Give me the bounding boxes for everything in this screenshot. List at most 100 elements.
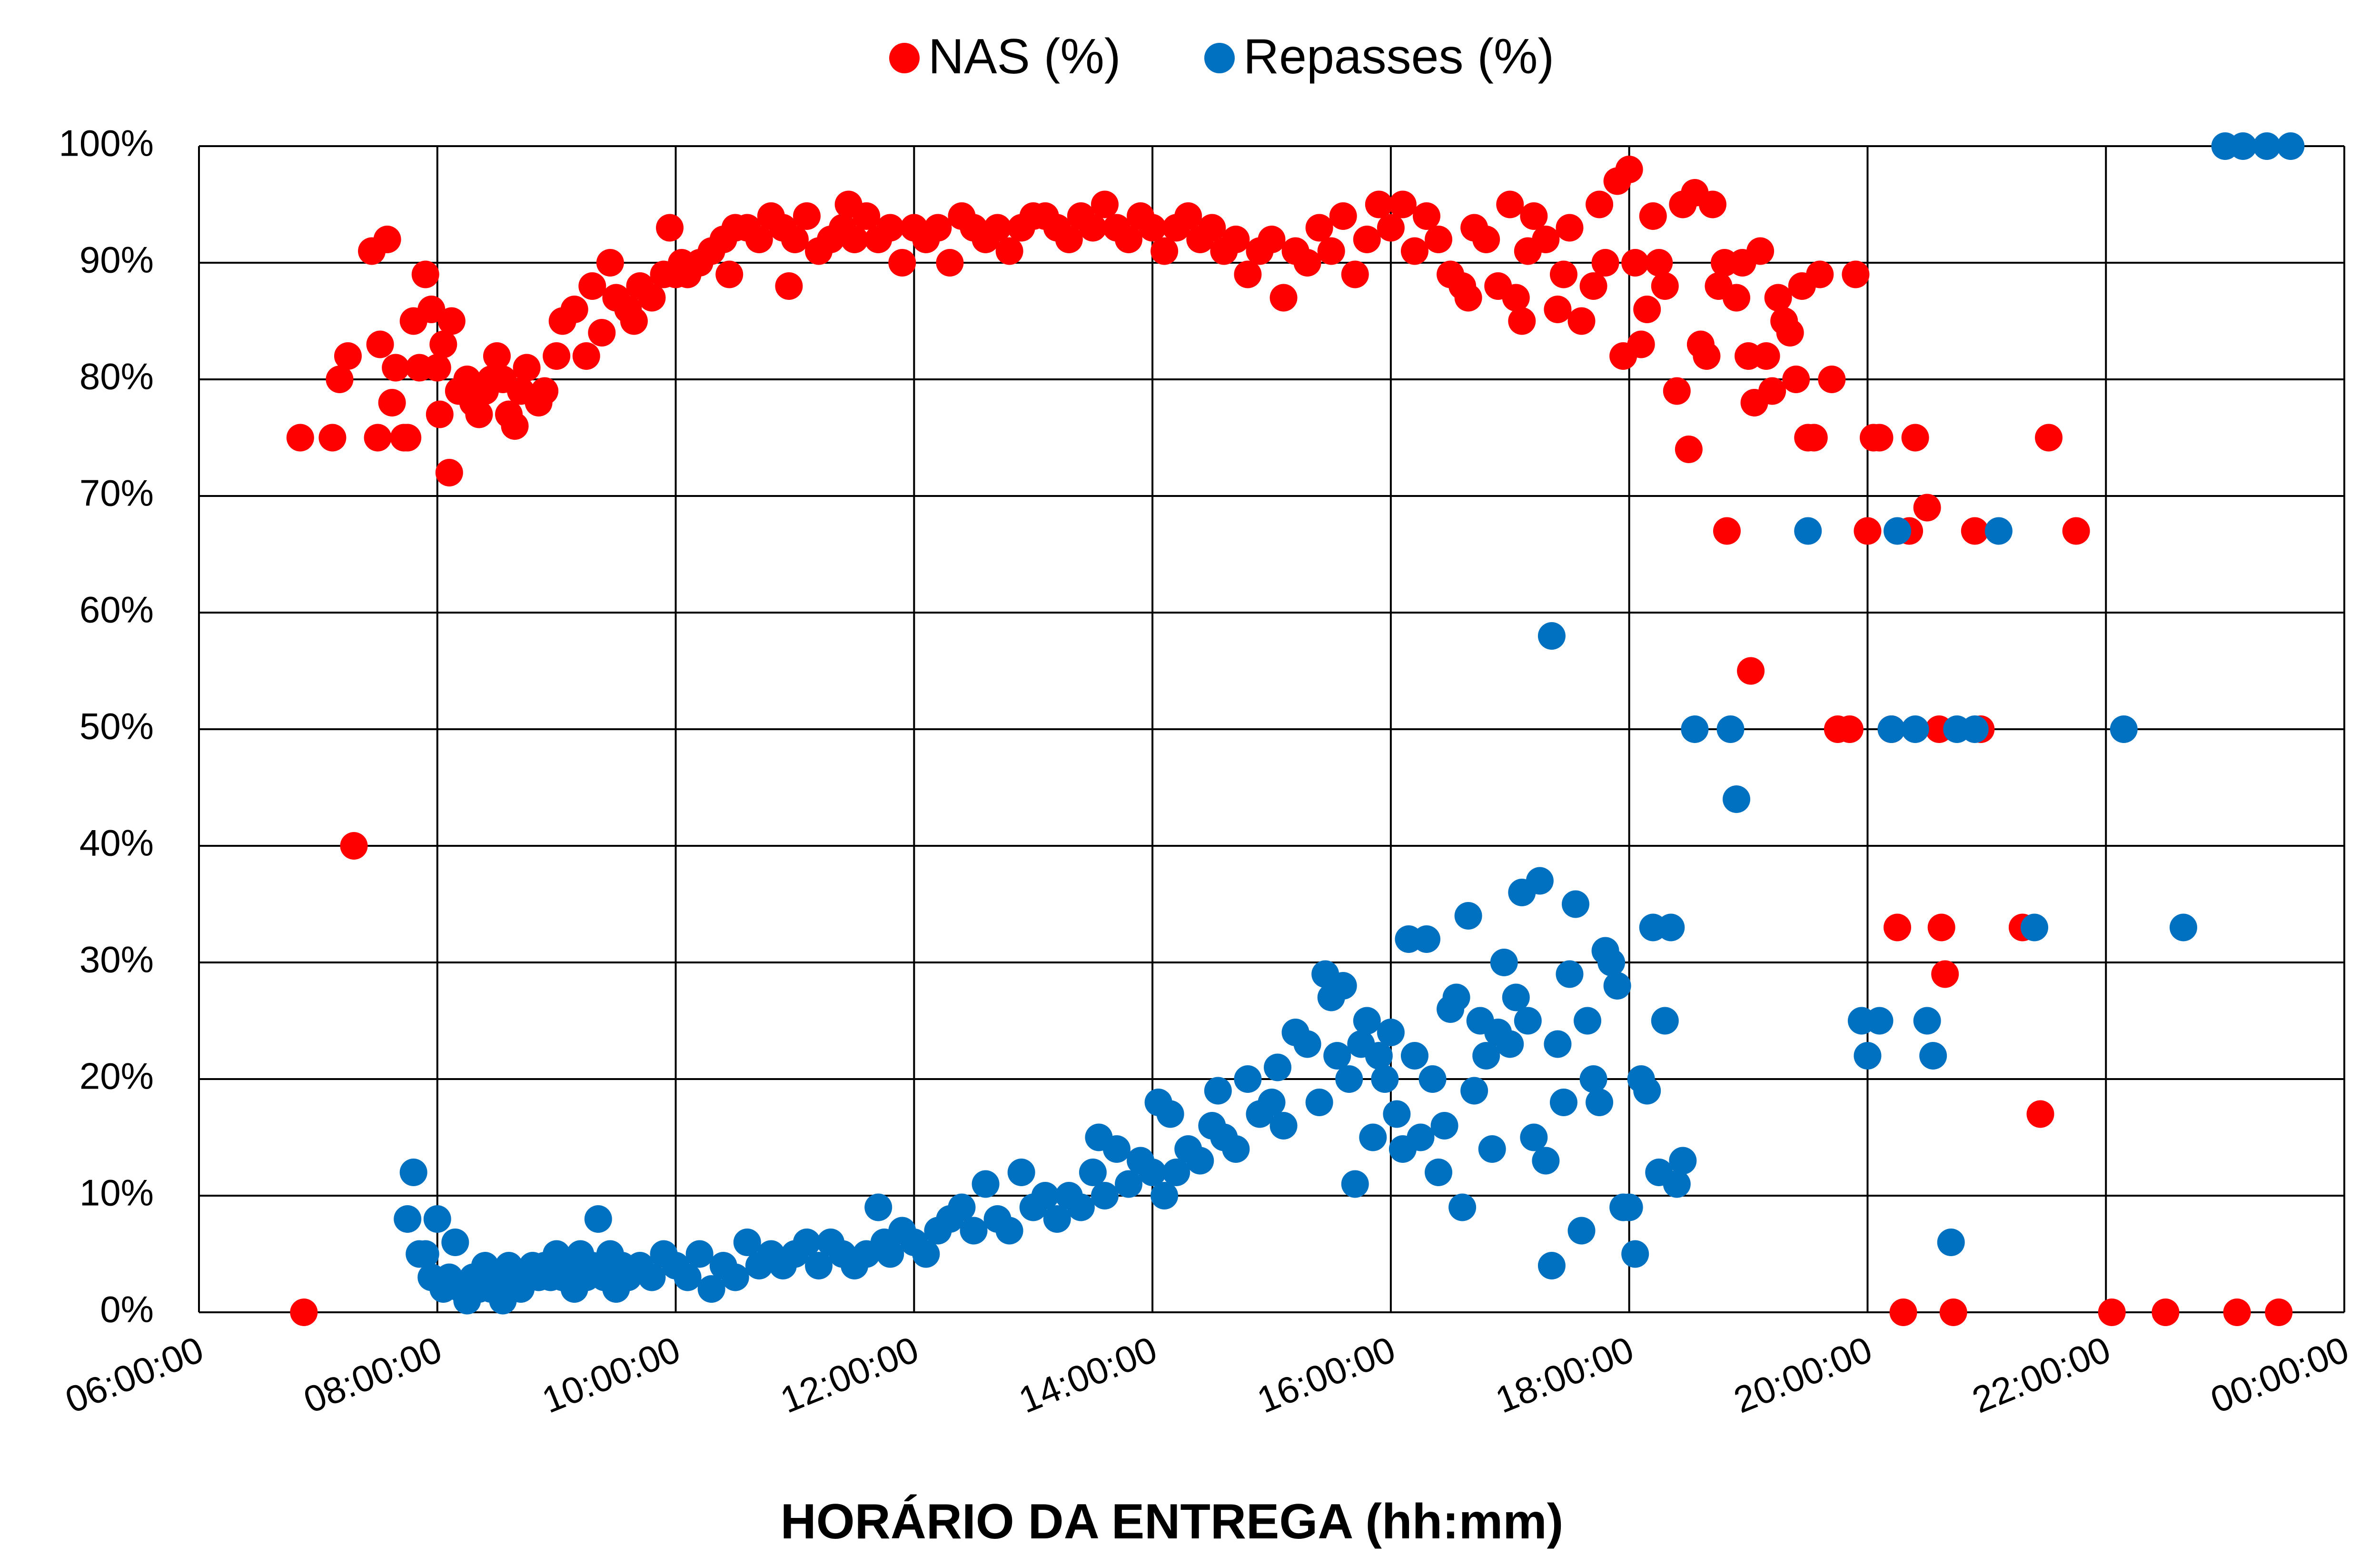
repasses-point <box>972 1170 1000 1198</box>
repasses-point <box>1544 1030 1572 1058</box>
nas-point <box>1939 1298 1967 1326</box>
repasses-point <box>995 1217 1023 1245</box>
nas-point <box>1842 260 1870 288</box>
nas-point <box>1377 214 1405 242</box>
nas-point <box>1854 517 1882 545</box>
repasses-point <box>1031 1182 1059 1209</box>
y-tick-label: 40% <box>79 822 154 864</box>
nas-point <box>1400 237 1428 265</box>
nas-point <box>775 272 803 300</box>
nas-point <box>1764 284 1792 312</box>
nas-point <box>1425 226 1453 253</box>
nas-point <box>378 389 406 416</box>
repasses-point <box>1329 972 1357 1000</box>
nas-point <box>656 214 684 242</box>
x-tick-label: 20:00:00 <box>1728 1328 1877 1421</box>
repasses-point <box>1204 1077 1232 1105</box>
legend: NAS (%) Repasses (%) <box>889 29 1554 84</box>
nas-point <box>2026 1100 2054 1128</box>
nas-point <box>1806 260 1834 288</box>
nas-point <box>2035 424 2063 452</box>
repasses-point <box>1549 1089 1577 1116</box>
nas-point <box>2265 1298 2293 1326</box>
repasses-point <box>1615 1193 1643 1221</box>
nas-point <box>1472 226 1500 253</box>
x-tick-label: 14:00:00 <box>1013 1328 1162 1421</box>
nas-point <box>1865 424 1894 452</box>
repasses-point <box>1597 949 1626 976</box>
x-axis-ticks: 06:00:00 08:00:00 10:00:00 12:00:00 14:00:00… <box>60 1328 2354 1421</box>
repasses-point <box>1043 1205 1071 1233</box>
nas-point <box>1329 202 1357 230</box>
repasses-point <box>1723 785 1751 813</box>
nas-point <box>340 832 368 860</box>
nas-point <box>483 342 511 370</box>
repasses-point <box>1716 715 1745 743</box>
repasses-point <box>1556 960 1584 988</box>
repasses-point <box>1579 1065 1607 1093</box>
repasses-point <box>1454 902 1482 930</box>
nas-point <box>318 424 347 452</box>
nas-point <box>1150 237 1179 265</box>
data-points <box>286 132 2305 1326</box>
nas-point <box>1884 913 1912 942</box>
nas-point <box>560 296 588 323</box>
repasses-point <box>1258 1089 1286 1116</box>
x-tick-label: 16:00:00 <box>1251 1328 1401 1421</box>
y-tick-label: 90% <box>79 239 154 281</box>
repasses-point <box>1418 1065 1447 1093</box>
nas-point <box>1139 214 1167 242</box>
nas-point <box>1693 342 1721 370</box>
repasses-point <box>1586 1089 1614 1116</box>
nas-point <box>1222 226 1250 253</box>
repasses-point <box>1651 1007 1679 1035</box>
nas-point <box>572 342 600 370</box>
nas-point <box>1544 296 1572 323</box>
repasses-point <box>2169 913 2197 942</box>
repasses-point <box>1102 1135 1130 1163</box>
repasses-point <box>1305 1089 1333 1116</box>
repasses-point <box>1222 1135 1250 1163</box>
y-tick-label: 70% <box>79 472 154 514</box>
repasses-point <box>733 1229 761 1256</box>
repasses-point <box>1150 1182 1179 1209</box>
nas-point <box>781 226 809 253</box>
nas-point <box>1567 307 1596 335</box>
repasses-point <box>1633 1077 1661 1105</box>
nas-point <box>745 226 773 253</box>
nas-point <box>1633 296 1661 323</box>
nas-point <box>1800 424 1828 452</box>
nas-point <box>411 260 439 288</box>
nas-point <box>620 307 648 335</box>
repasses-point <box>1854 1042 1882 1070</box>
nas-point <box>1198 214 1226 242</box>
repasses-point <box>1681 715 1709 743</box>
nas-point <box>1258 226 1286 253</box>
repasses-point <box>1264 1053 1292 1081</box>
nas-point <box>1549 260 1577 288</box>
nas-point <box>1520 202 1548 230</box>
y-tick-label: 100% <box>59 122 154 164</box>
repasses-point <box>2020 913 2048 942</box>
repasses-point <box>1913 1007 1941 1035</box>
nas-point <box>1639 202 1667 230</box>
nas-point <box>1365 190 1393 218</box>
series-repasses <box>394 132 2305 1315</box>
nas-point <box>364 424 392 452</box>
repasses-point <box>394 1205 422 1233</box>
nas-point <box>1269 284 1298 312</box>
nas-point <box>995 237 1023 265</box>
nas-point <box>1901 424 1929 452</box>
repasses-point <box>1407 1123 1435 1151</box>
nas-point <box>1737 657 1765 685</box>
nas-point <box>1388 190 1417 218</box>
repasses-point <box>399 1159 427 1186</box>
repasses-point <box>1478 1135 1506 1163</box>
nas-point <box>1713 517 1741 545</box>
nas-point <box>394 424 422 452</box>
repasses-point <box>1162 1159 1190 1186</box>
nas-point <box>1454 284 1482 312</box>
nas-point <box>373 226 401 253</box>
nas-point <box>1752 342 1780 370</box>
y-tick-label: 20% <box>79 1055 154 1097</box>
